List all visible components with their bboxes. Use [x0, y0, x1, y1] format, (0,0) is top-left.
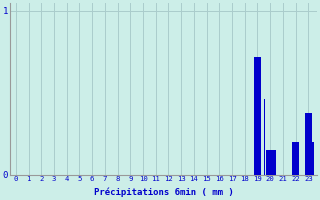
Bar [263, 99, 265, 175]
Bar [254, 57, 261, 175]
Bar [292, 142, 300, 175]
Bar [271, 150, 273, 175]
Bar [305, 113, 312, 175]
Bar [266, 150, 274, 175]
X-axis label: Précipitations 6min ( mm ): Précipitations 6min ( mm ) [93, 188, 233, 197]
Bar [310, 142, 314, 175]
Bar [274, 150, 276, 175]
